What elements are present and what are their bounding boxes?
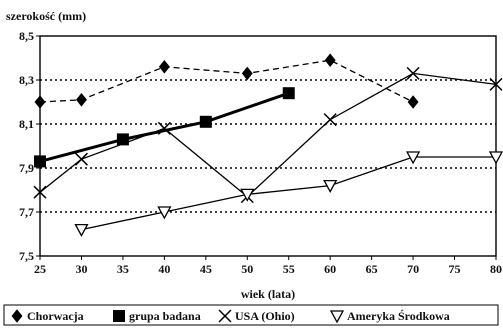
x-axis-label: wiek (lata) [241,287,295,301]
data-point-grupa-badana [34,155,46,168]
series-line-usa-ohio [39,72,497,198]
x-tick-label: 25 [34,262,46,276]
data-point-usa-ohio [489,77,503,91]
data-point-chorwacja [34,95,46,109]
y-tick-label: 8,1 [19,117,34,131]
legend-label-ameryka-rodkowa: Ameryka Środkowa [347,309,450,323]
data-point-grupa-badana [282,87,295,100]
data-point-grupa-badana [199,115,212,128]
legend-marker-grupa-badana [113,310,125,322]
data-point-chorwacja [324,53,336,68]
marker-stroke [489,77,503,91]
x-tick-label: 35 [117,262,129,276]
series-line-ameryka-rodkowa [81,156,496,231]
x-tick-label: 45 [200,262,212,276]
legend: Chorwacja grupa badana USA (Ohio) Ameryka Ś… [11,309,450,324]
x-tick-label: 55 [283,262,295,276]
y-tick-label: 7,5 [19,249,34,263]
data-point-ameryka-rodkowa [240,188,255,202]
y-tick-label: 8,3 [19,73,34,87]
marker-stroke [406,66,420,80]
series-lines [39,59,497,231]
legend-label-chorwacja: Chorwacja [27,309,84,323]
marker-stroke [74,152,88,166]
data-point-usa-ohio [33,185,47,199]
x-tick-labels: 25 30 35 40 45 50 55 60 65 70 75 80 [34,256,502,276]
legend-label-grupa-badana: grupa badana [129,309,201,323]
legend-marker-usa-ohio [218,309,232,323]
grid-lines [40,79,496,213]
y-tick-label: 7,9 [19,161,34,175]
marker-stroke [33,185,47,199]
x-tick-label: 65 [366,262,378,276]
data-point-chorwacja [158,59,170,74]
legend-box [3,304,499,326]
data-point-ameryka-rodkowa [157,206,172,220]
y-tick-labels: 7,5 7,7 7,9 8,1 8,3 8,5 [19,29,40,263]
data-point-ameryka-rodkowa [488,151,503,165]
marker-stroke [323,113,337,127]
series-markers [33,53,503,237]
data-point-grupa-badana [116,133,129,146]
data-point-ameryka-rodkowa [405,151,421,165]
x-tick-label: 75 [449,262,461,276]
x-tick-label: 40 [158,262,170,276]
x-tick-label: 70 [407,262,419,276]
marker-stroke [157,121,171,135]
data-point-usa-ohio [323,113,337,127]
legend-marker-ameryka-rodkowa [329,310,345,324]
data-point-chorwacja [76,92,87,107]
series-line-chorwacja [39,59,414,103]
data-point-ameryka-rodkowa [323,179,338,193]
series-line-grupa-badana [39,91,290,163]
legend-marker-chorwacja [11,309,23,323]
data-point-chorwacja [407,95,419,109]
data-point-usa-ohio [406,66,420,80]
x-tick-label: 80 [490,262,502,276]
x-tick-label: 30 [75,262,87,276]
y-tick-label: 8,5 [19,29,34,43]
plot-frame [39,35,497,257]
data-point-usa-ohio [157,121,171,135]
data-point-chorwacja [241,66,253,81]
x-tick-label: 50 [241,262,253,276]
legend-label-usa-ohio: USA (Ohio) [235,309,295,323]
x-tick-label: 60 [324,262,336,276]
y-axis-label: szerokość (mm) [6,9,86,23]
data-point-usa-ohio [74,152,88,166]
y-tick-label: 7,7 [19,205,34,219]
data-point-ameryka-rodkowa [74,223,89,237]
marker-stroke [218,309,232,323]
